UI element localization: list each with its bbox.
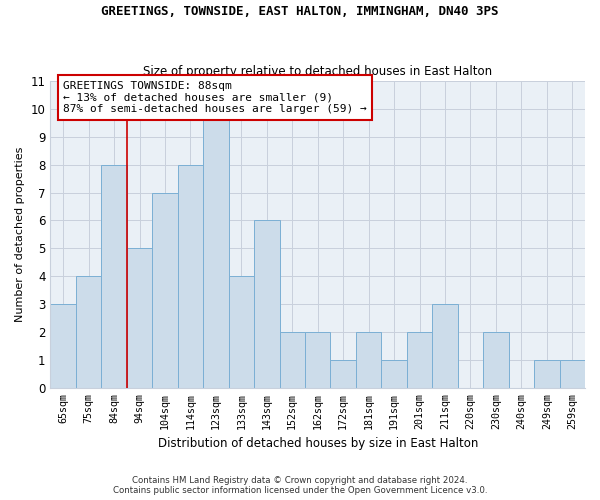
- Bar: [50, 304, 76, 388]
- Bar: [127, 248, 152, 388]
- Bar: [483, 332, 509, 388]
- Text: Contains HM Land Registry data © Crown copyright and database right 2024.
Contai: Contains HM Land Registry data © Crown c…: [113, 476, 487, 495]
- Bar: [331, 360, 356, 388]
- Title: Size of property relative to detached houses in East Halton: Size of property relative to detached ho…: [143, 66, 492, 78]
- Bar: [280, 332, 305, 388]
- Bar: [534, 360, 560, 388]
- Bar: [254, 220, 280, 388]
- Bar: [76, 276, 101, 388]
- Text: GREETINGS, TOWNSIDE, EAST HALTON, IMMINGHAM, DN40 3PS: GREETINGS, TOWNSIDE, EAST HALTON, IMMING…: [101, 5, 499, 18]
- Bar: [305, 332, 331, 388]
- Bar: [356, 332, 382, 388]
- Bar: [152, 192, 178, 388]
- Bar: [382, 360, 407, 388]
- Bar: [203, 109, 229, 388]
- Y-axis label: Number of detached properties: Number of detached properties: [15, 146, 25, 322]
- Bar: [101, 164, 127, 388]
- Bar: [560, 360, 585, 388]
- Bar: [229, 276, 254, 388]
- Text: GREETINGS TOWNSIDE: 88sqm
← 13% of detached houses are smaller (9)
87% of semi-d: GREETINGS TOWNSIDE: 88sqm ← 13% of detac…: [63, 81, 367, 114]
- X-axis label: Distribution of detached houses by size in East Halton: Distribution of detached houses by size …: [158, 437, 478, 450]
- Bar: [178, 164, 203, 388]
- Bar: [407, 332, 432, 388]
- Bar: [432, 304, 458, 388]
